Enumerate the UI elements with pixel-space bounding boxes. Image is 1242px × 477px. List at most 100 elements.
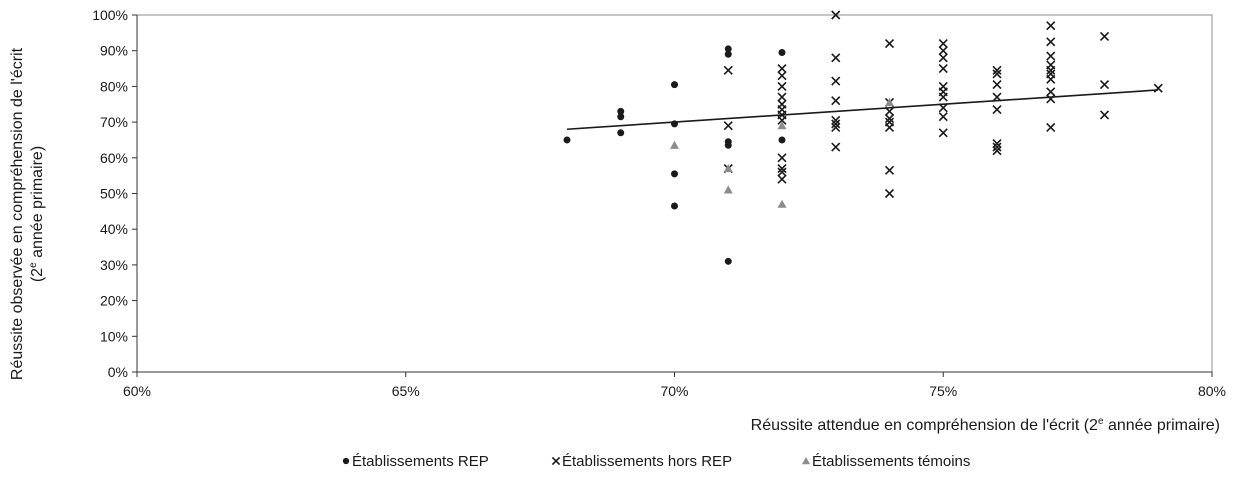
data-point <box>938 92 948 102</box>
data-point <box>617 113 625 121</box>
data-point <box>938 128 948 138</box>
data-point <box>938 46 948 56</box>
y-tick-label: 20% <box>100 293 128 309</box>
legend-marker <box>801 456 811 465</box>
data-point <box>1046 21 1056 31</box>
y-axis-title-line-1: Réussite observée en compréhension de l'… <box>9 47 26 380</box>
data-point <box>884 38 895 49</box>
data-point <box>777 199 787 208</box>
legend: Établissements REP Établissements hors RE… <box>342 453 970 470</box>
series-x <box>723 10 1163 199</box>
legend-marker <box>551 456 561 466</box>
plot-frame <box>136 14 1213 373</box>
y-tick-label: 60% <box>100 150 128 166</box>
data-point <box>670 140 679 149</box>
y-tick-label: 80% <box>100 78 128 94</box>
data-point <box>617 107 625 115</box>
y-axis-title-line-2: (2e année primaire) <box>28 146 46 282</box>
data-point <box>938 112 948 122</box>
data-point <box>777 71 787 81</box>
data-point <box>992 69 1002 79</box>
data-point <box>831 53 841 63</box>
data-point <box>1099 80 1110 90</box>
data-point <box>724 257 732 265</box>
data-point <box>938 63 948 74</box>
data-point <box>884 165 895 175</box>
data-point <box>1046 51 1056 61</box>
data-point <box>1099 110 1110 120</box>
data-point <box>724 141 732 149</box>
data-point <box>831 119 841 129</box>
data-point <box>724 45 732 53</box>
data-point <box>777 92 787 102</box>
data-point <box>777 163 787 174</box>
data-point <box>778 136 786 144</box>
data-point <box>831 96 841 106</box>
data-point <box>723 185 733 194</box>
data-point <box>831 142 841 152</box>
x-tick-label: 60% <box>123 383 151 399</box>
data-point <box>723 164 733 173</box>
data-point <box>777 115 787 125</box>
data-point <box>1046 94 1056 104</box>
data-point <box>831 115 841 125</box>
x-tick-label: 75% <box>929 383 957 399</box>
data-point <box>723 65 733 75</box>
data-point <box>992 65 1002 75</box>
trend-line <box>566 89 1159 131</box>
y-tick-label: 90% <box>100 43 128 59</box>
data-point <box>992 80 1002 90</box>
data-point <box>671 81 678 89</box>
data-point <box>938 53 948 63</box>
y-tick-label: 0% <box>108 364 128 380</box>
data-point <box>1153 83 1163 93</box>
x-tick-label: 70% <box>660 383 688 399</box>
x-tick-label: 65% <box>392 383 420 399</box>
data-point <box>992 138 1002 149</box>
y-tick-label: 50% <box>100 186 128 202</box>
data-point <box>1046 37 1056 47</box>
data-point <box>831 122 841 133</box>
data-point <box>1046 74 1056 84</box>
y-tick-label: 10% <box>100 328 128 344</box>
data-point <box>1046 87 1056 97</box>
data-point <box>885 97 894 107</box>
data-point <box>884 122 895 133</box>
data-point <box>831 76 841 86</box>
data-point <box>1046 65 1056 75</box>
legend-label: Établissements témoins <box>812 453 970 470</box>
data-point <box>777 167 787 177</box>
data-point <box>777 153 787 163</box>
plot-area: 0% 10% 20% 30% 40% 50% 60% 70% 80% 90% 100% 60% 65% 7… <box>92 7 1226 399</box>
data-point <box>992 105 1002 115</box>
data-point <box>1099 31 1110 41</box>
data-point <box>884 113 895 124</box>
data-point <box>563 136 571 144</box>
legend-marker <box>342 457 350 465</box>
legend-label: Établissements hors REP <box>562 453 732 470</box>
data-point <box>992 142 1002 152</box>
data-point <box>778 48 786 56</box>
x-tick-label: 80% <box>1198 383 1226 399</box>
y-axis-title: Réussite observée en compréhension de l'… <box>9 47 46 380</box>
series-circle <box>563 45 786 265</box>
data-point <box>617 129 625 137</box>
data-point <box>723 121 733 131</box>
data-point <box>777 63 787 74</box>
data-point <box>671 202 678 210</box>
y-tick-label: 100% <box>92 7 128 23</box>
y-tick-label: 40% <box>100 221 128 237</box>
data-point <box>671 170 678 178</box>
data-point <box>777 174 787 184</box>
legend-label: Établissements REP <box>352 453 489 470</box>
data-point <box>938 38 948 49</box>
x-axis-title: Réussite attendue en compréhension de l'… <box>751 416 1220 434</box>
y-tick-label: 30% <box>100 257 128 273</box>
data-point <box>992 146 1002 156</box>
data-point <box>831 10 841 20</box>
series-triangle <box>670 97 894 208</box>
data-point <box>777 81 787 91</box>
data-point <box>724 50 732 58</box>
y-tick-label: 70% <box>100 114 128 130</box>
